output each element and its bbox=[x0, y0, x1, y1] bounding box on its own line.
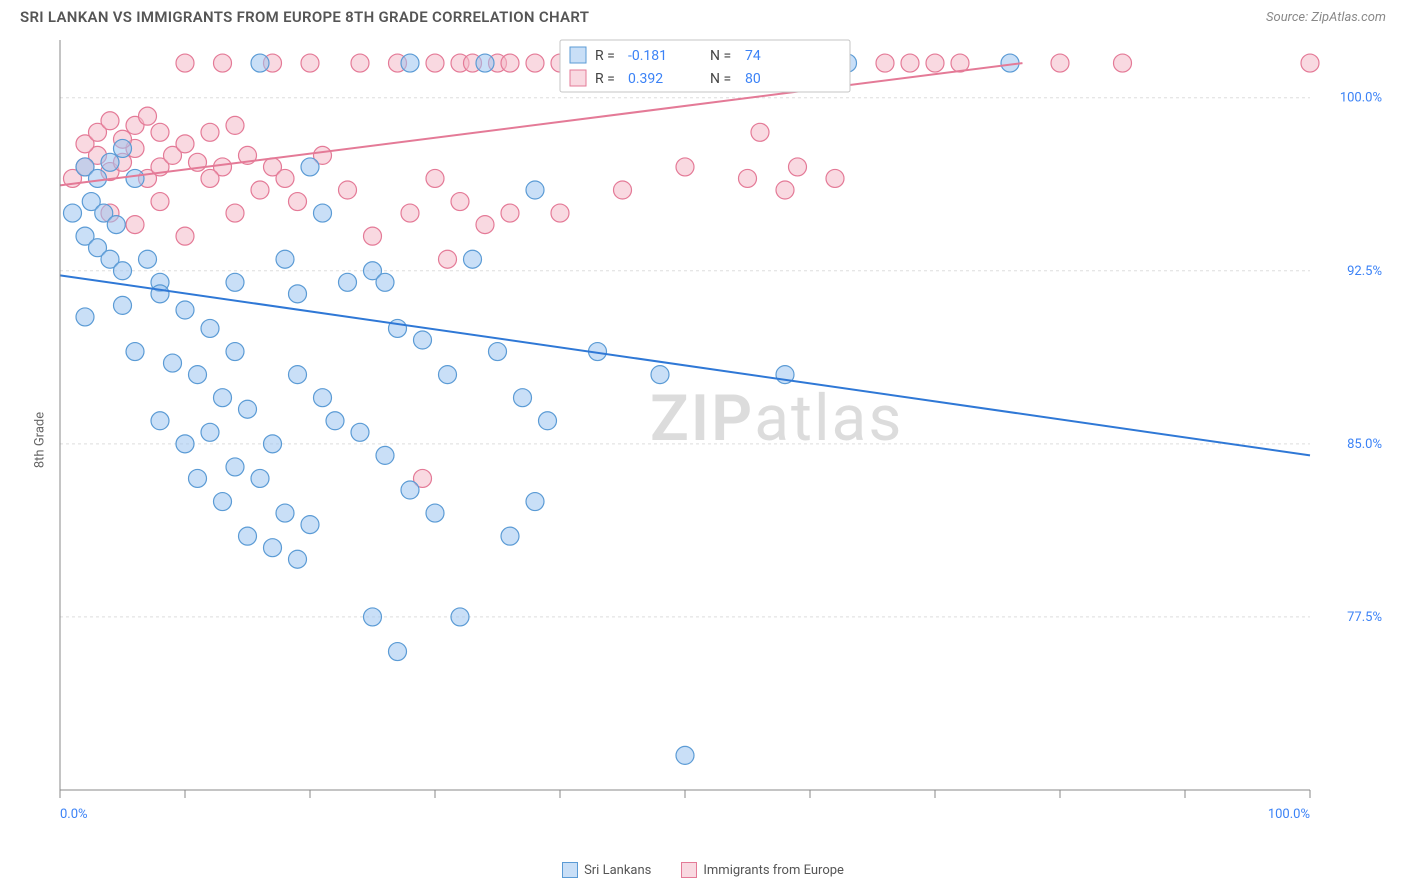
legend-item-blue: Sri Lankans bbox=[562, 862, 651, 878]
svg-text:85.0%: 85.0% bbox=[1347, 437, 1382, 452]
stat-r-value-1: -0.181 bbox=[628, 48, 667, 64]
stat-r-label-2: R = bbox=[595, 71, 615, 87]
chart-header: SRI LANKAN VS IMMIGRANTS FROM EUROPE 8TH… bbox=[0, 0, 1406, 30]
stats-box: R = -0.181 N = 74 R = 0.392 N = 80 bbox=[560, 40, 850, 92]
stat-n-value-1: 74 bbox=[745, 48, 761, 64]
svg-text:92.5%: 92.5% bbox=[1347, 264, 1382, 279]
trend-line-pink bbox=[60, 63, 1023, 185]
chart-area: 8th Grade 77.5%85.0%92.5%100.0% ZIPatlas… bbox=[0, 30, 1406, 850]
svg-text:100.0%: 100.0% bbox=[1268, 807, 1310, 822]
scatter-plot: 77.5%85.0%92.5%100.0% ZIPatlas 0.0%100.0… bbox=[50, 30, 1390, 850]
svg-text:77.5%: 77.5% bbox=[1347, 610, 1382, 625]
stat-n-label-2: N = bbox=[710, 71, 731, 87]
chart-title: SRI LANKAN VS IMMIGRANTS FROM EUROPE 8TH… bbox=[20, 8, 589, 26]
stat-n-value-2: 80 bbox=[745, 71, 761, 87]
gridlines: 77.5% 85.0% 92.5% 100.0% bbox=[60, 91, 1382, 625]
svg-text:0.0%: 0.0% bbox=[60, 807, 88, 822]
svg-text:100.0%: 100.0% bbox=[1340, 91, 1382, 106]
bottom-legend: Sri Lankans Immigrants from Europe bbox=[0, 862, 1406, 878]
legend-swatch-pink bbox=[681, 862, 697, 878]
stat-r-label-1: R = bbox=[595, 48, 615, 64]
stat-n-label-1: N = bbox=[710, 48, 731, 64]
legend-swatch-blue bbox=[562, 862, 578, 878]
y-axis-label: 8th Grade bbox=[33, 412, 48, 468]
stat-r-value-2: 0.392 bbox=[628, 71, 663, 87]
chart-source: Source: ZipAtlas.com bbox=[1266, 10, 1386, 25]
legend-label-pink: Immigrants from Europe bbox=[703, 863, 844, 878]
legend-label-blue: Sri Lankans bbox=[584, 863, 651, 878]
legend-item-pink: Immigrants from Europe bbox=[681, 862, 844, 878]
